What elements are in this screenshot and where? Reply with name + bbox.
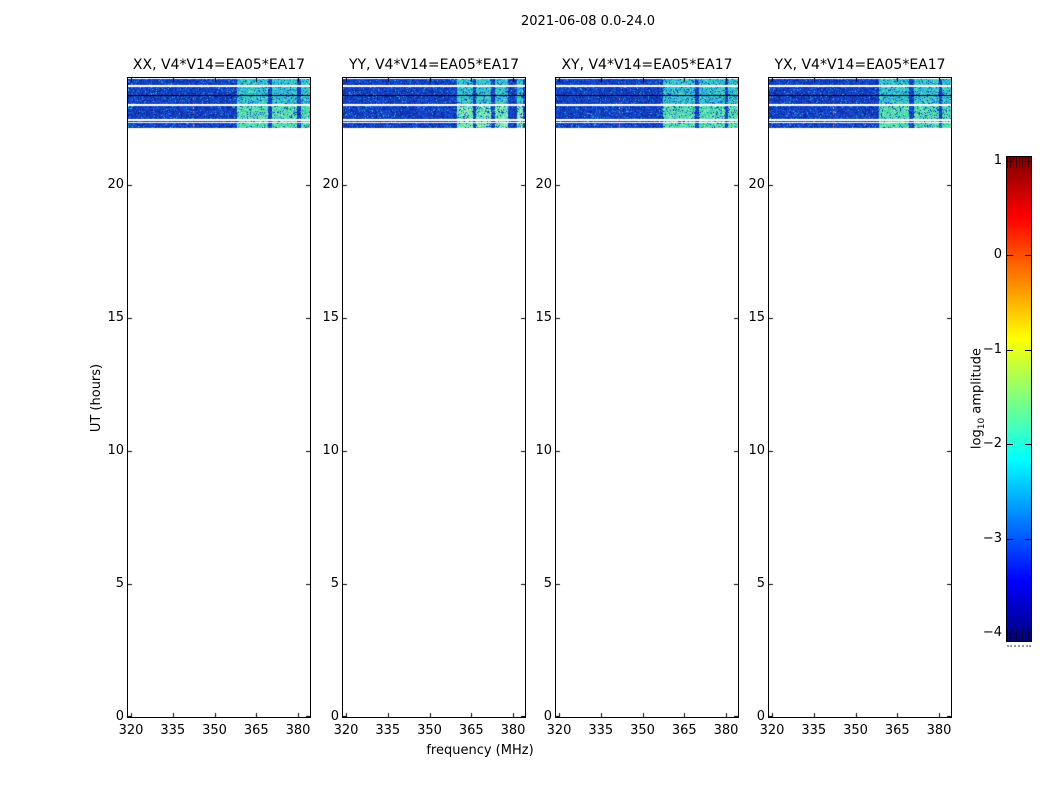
panel-title: YX, V4*V14=EA05*EA17 — [774, 57, 946, 73]
y-tick-label: 20 — [322, 176, 339, 192]
y-tick-label: 0 — [756, 709, 765, 724]
colorbar-tick — [1025, 161, 1031, 162]
y-tick-label: 10 — [748, 442, 765, 458]
panel-YY — [342, 77, 526, 718]
x-tick-label: 350 — [630, 723, 655, 738]
y-tick-label: 0 — [543, 709, 552, 724]
x-tick-label: 320 — [333, 723, 359, 738]
colorbar-tick-label: 0 — [993, 247, 1002, 262]
panel-title: YY, V4*V14=EA05*EA17 — [348, 57, 520, 73]
colorbar-label-suffix: amplitude — [969, 347, 985, 418]
colorbar-tick — [1007, 161, 1013, 162]
colorbar-tick — [1025, 255, 1031, 256]
panel-YX — [768, 77, 952, 718]
y-tick-label: 20 — [107, 176, 124, 192]
panel-title: XX, V4*V14=EA05*EA17 — [132, 57, 306, 73]
colorbar-label-subscript: 10 — [977, 417, 988, 430]
x-tick-label: 320 — [759, 723, 785, 738]
colorbar-tick — [1007, 255, 1013, 256]
colorbar-tick — [1025, 539, 1031, 540]
y-tick-label: 10 — [322, 442, 339, 458]
colorbar-label: log10 amplitude — [969, 299, 988, 499]
colorbar-tick — [1025, 633, 1031, 634]
x-tick-label: 320 — [546, 723, 572, 738]
y-tick-label: 15 — [535, 309, 552, 325]
x-tick-label: 350 — [843, 723, 868, 738]
colorbar-tick — [1007, 539, 1013, 540]
panel-XY — [555, 77, 739, 718]
x-tick-label: 335 — [588, 723, 614, 738]
colorbar-label-prefix: log — [969, 429, 985, 450]
y-tick-label: 15 — [748, 309, 765, 325]
x-tick-label: 380 — [926, 723, 952, 738]
y-tick-label: 10 — [535, 442, 552, 458]
y-tick-label: 0 — [115, 709, 124, 724]
x-tick-label: 350 — [417, 723, 442, 738]
x-tick-label: 365 — [243, 723, 269, 738]
colorbar-tick — [1007, 633, 1013, 634]
x-tick-label: 335 — [160, 723, 186, 738]
colorbar-tick-label: −1 — [982, 342, 1002, 357]
x-tick-label: 365 — [671, 723, 697, 738]
colorbar-tick — [1025, 444, 1031, 445]
x-tick-label: 350 — [202, 723, 227, 738]
x-tick-label: 335 — [375, 723, 401, 738]
x-tick-label: 380 — [285, 723, 311, 738]
spectrogram-canvas-YY — [343, 78, 525, 717]
x-tick-label: 320 — [118, 723, 144, 738]
colorbar-tick-label: 1 — [993, 153, 1002, 168]
colorbar-tick — [1007, 444, 1013, 445]
x-axis-label: frequency (MHz) — [426, 743, 534, 758]
y-tick-label: 5 — [756, 575, 765, 591]
colorbar — [1006, 156, 1032, 642]
y-tick-label: 15 — [107, 309, 124, 325]
y-tick-label: 5 — [115, 575, 124, 591]
colorbar-tick — [1007, 350, 1013, 351]
figure-title: 2021-06-08 0.0-24.0 — [521, 14, 655, 29]
spectrogram-canvas-XY — [556, 78, 738, 717]
colorbar-tick — [1025, 350, 1031, 351]
colorbar-tick-label: −3 — [982, 531, 1002, 546]
y-tick-label: 5 — [543, 575, 552, 591]
panel-title: XY, V4*V14=EA05*EA17 — [561, 57, 733, 73]
colorbar-bottom-hatch — [1007, 630, 1031, 641]
y-tick-label: 10 — [107, 442, 124, 458]
spectrogram-canvas-YX — [769, 78, 951, 717]
y-tick-label: 20 — [535, 176, 552, 192]
spectrogram-canvas-XX — [128, 78, 310, 717]
x-tick-label: 365 — [458, 723, 484, 738]
x-tick-label: 380 — [500, 723, 526, 738]
x-tick-label: 335 — [801, 723, 827, 738]
y-tick-label: 0 — [330, 709, 339, 724]
y-tick-label: 15 — [322, 309, 339, 325]
colorbar-top-hatch — [1007, 157, 1031, 168]
colorbar-underline-dots — [1007, 645, 1031, 647]
x-tick-label: 380 — [713, 723, 739, 738]
y-tick-label: 20 — [748, 176, 765, 192]
panel-XX — [127, 77, 311, 718]
colorbar-tick-label: −4 — [982, 625, 1002, 640]
colorbar-tick-label: −2 — [982, 436, 1002, 451]
x-tick-label: 365 — [884, 723, 910, 738]
y-tick-label: 5 — [330, 575, 339, 591]
